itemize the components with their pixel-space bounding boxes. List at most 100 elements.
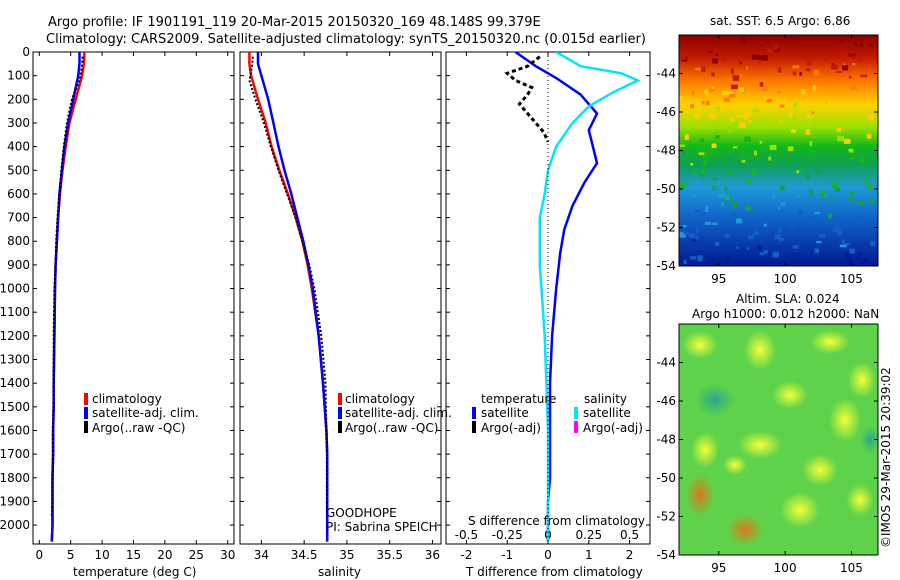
- map-x-tick-label: 105: [840, 272, 863, 286]
- temperature-xlabel: temperature (deg C): [73, 565, 196, 579]
- sst-speckle: [845, 243, 850, 246]
- sst-speckle: [845, 252, 851, 258]
- legend-label-satellite: satellite-adj. clim.: [92, 406, 199, 420]
- sst-speckle: [772, 251, 779, 258]
- sst-speckle: [747, 247, 750, 250]
- y-tick-label: 500: [7, 163, 30, 177]
- sst-speckle: [762, 54, 768, 61]
- sla-map-title2: Argo h1000: 0.012 h2000: NaN: [692, 307, 879, 321]
- sst-speckle: [759, 140, 763, 144]
- sst-speckle: [728, 130, 733, 133]
- sst-speckle: [763, 223, 768, 227]
- x-tick-label: 34: [254, 548, 269, 562]
- sla-blob: [810, 330, 850, 354]
- sst-speckle: [868, 43, 873, 47]
- y-tick-label: 400: [7, 140, 30, 154]
- sst-speckle: [715, 53, 719, 56]
- y-tick-label: 1000: [0, 282, 30, 296]
- temperature-plot-frame: [32, 51, 235, 545]
- sst-speckle: [692, 238, 697, 242]
- sst-speckle: [760, 119, 765, 122]
- sst-speckle: [682, 149, 687, 156]
- sst-speckle: [729, 93, 736, 98]
- sla-blob: [780, 492, 820, 528]
- sst-speckle: [857, 57, 862, 63]
- sst-speckle: [713, 124, 718, 128]
- sst-speckle: [812, 85, 816, 91]
- legend-swatch-argo: [338, 421, 342, 433]
- sst-speckle: [764, 41, 770, 44]
- sst-speckle: [732, 75, 740, 81]
- y-tick-label: 100: [7, 69, 30, 83]
- sst-speckle: [866, 184, 873, 187]
- sst-speckle: [692, 194, 696, 197]
- sst-speckle: [855, 257, 862, 260]
- sst-speckle: [733, 146, 738, 149]
- sst-speckle: [772, 194, 775, 199]
- sst-speckle: [721, 202, 724, 207]
- sst-speckle: [716, 143, 719, 149]
- sst-speckle: [836, 127, 841, 132]
- sst-speckle: [800, 167, 804, 172]
- sst-speckle: [784, 100, 789, 104]
- legend-label-climatology: climatology: [345, 392, 415, 406]
- x-tick-label: 15: [126, 548, 141, 562]
- sst-speckle: [809, 189, 813, 196]
- sst-speckle: [850, 86, 857, 91]
- x-tick-label: 0: [35, 548, 43, 562]
- sst-speckle: [680, 183, 685, 189]
- difference-series: [504, 52, 641, 544]
- sst-speckle: [704, 152, 709, 156]
- sst-speckle: [695, 116, 700, 120]
- y-tick-label: 2000: [0, 518, 30, 532]
- sst-speckle: [866, 134, 872, 139]
- sst-speckle: [722, 198, 727, 202]
- sst-speckle: [724, 195, 731, 201]
- x-tick-label: 2: [626, 548, 634, 562]
- legend-heading-temperature: temperature: [481, 392, 556, 406]
- salinity-axis-ticks: 34 34.5 35 35.5 36: [240, 51, 441, 562]
- sst-speckle: [694, 114, 701, 118]
- series-line: [50, 52, 81, 542]
- sst-speckle: [818, 233, 825, 238]
- sst-speckle: [722, 91, 729, 95]
- sst-speckle: [695, 236, 699, 241]
- s-diff-tick-label: -0.25: [492, 528, 523, 542]
- salinity-legend: climatology satellite-adj. clim. Argo(..…: [338, 392, 452, 435]
- sla-blob: [860, 426, 880, 454]
- sst-speckle: [867, 185, 872, 191]
- y-tick-label: 1300: [0, 353, 30, 367]
- sst-speckle: [777, 67, 782, 73]
- sst-speckle: [707, 147, 714, 152]
- sst-speckle: [789, 225, 796, 228]
- x-tick-label: 25: [189, 548, 204, 562]
- sst-speckle: [696, 228, 699, 235]
- map-x-tick-label: 100: [774, 272, 797, 286]
- legend-swatch-sal-satellite: [574, 407, 578, 419]
- y-tick-label: 1800: [0, 471, 30, 485]
- sla-map-axis: -54 -52 -50 -48 -46 -44 95 100 105: [656, 324, 878, 575]
- sst-speckle: [690, 163, 694, 166]
- imos-stamp: ©IMOS 29-Mar-2015 20:39:02: [879, 367, 893, 548]
- sla-blob: [744, 330, 776, 370]
- sla-blob: [723, 455, 747, 475]
- x-tick-label: 35: [339, 548, 354, 562]
- sst-speckle: [731, 68, 734, 74]
- x-tick-label: -2: [460, 548, 472, 562]
- sst-speckle: [870, 240, 876, 247]
- sst-speckle: [867, 114, 874, 119]
- legend-label-satellite: satellite-adj. clim.: [345, 406, 452, 420]
- sst-speckle: [709, 114, 717, 119]
- sst-speckle: [805, 68, 811, 72]
- sst-speckle: [712, 178, 718, 181]
- sst-speckle: [858, 199, 864, 206]
- sst-speckle: [805, 115, 813, 119]
- sst-speckle: [860, 74, 868, 78]
- y-tick-label: 600: [7, 187, 30, 201]
- x-tick-label: 34.5: [291, 548, 318, 562]
- difference-xlabel: T difference from climatology: [465, 565, 643, 579]
- legend-label-temp-satellite: satellite: [481, 406, 529, 420]
- header-line2: Climatology: CARS2009. Satellite-adjuste…: [46, 32, 646, 47]
- station-project: GOODHOPE: [326, 506, 397, 520]
